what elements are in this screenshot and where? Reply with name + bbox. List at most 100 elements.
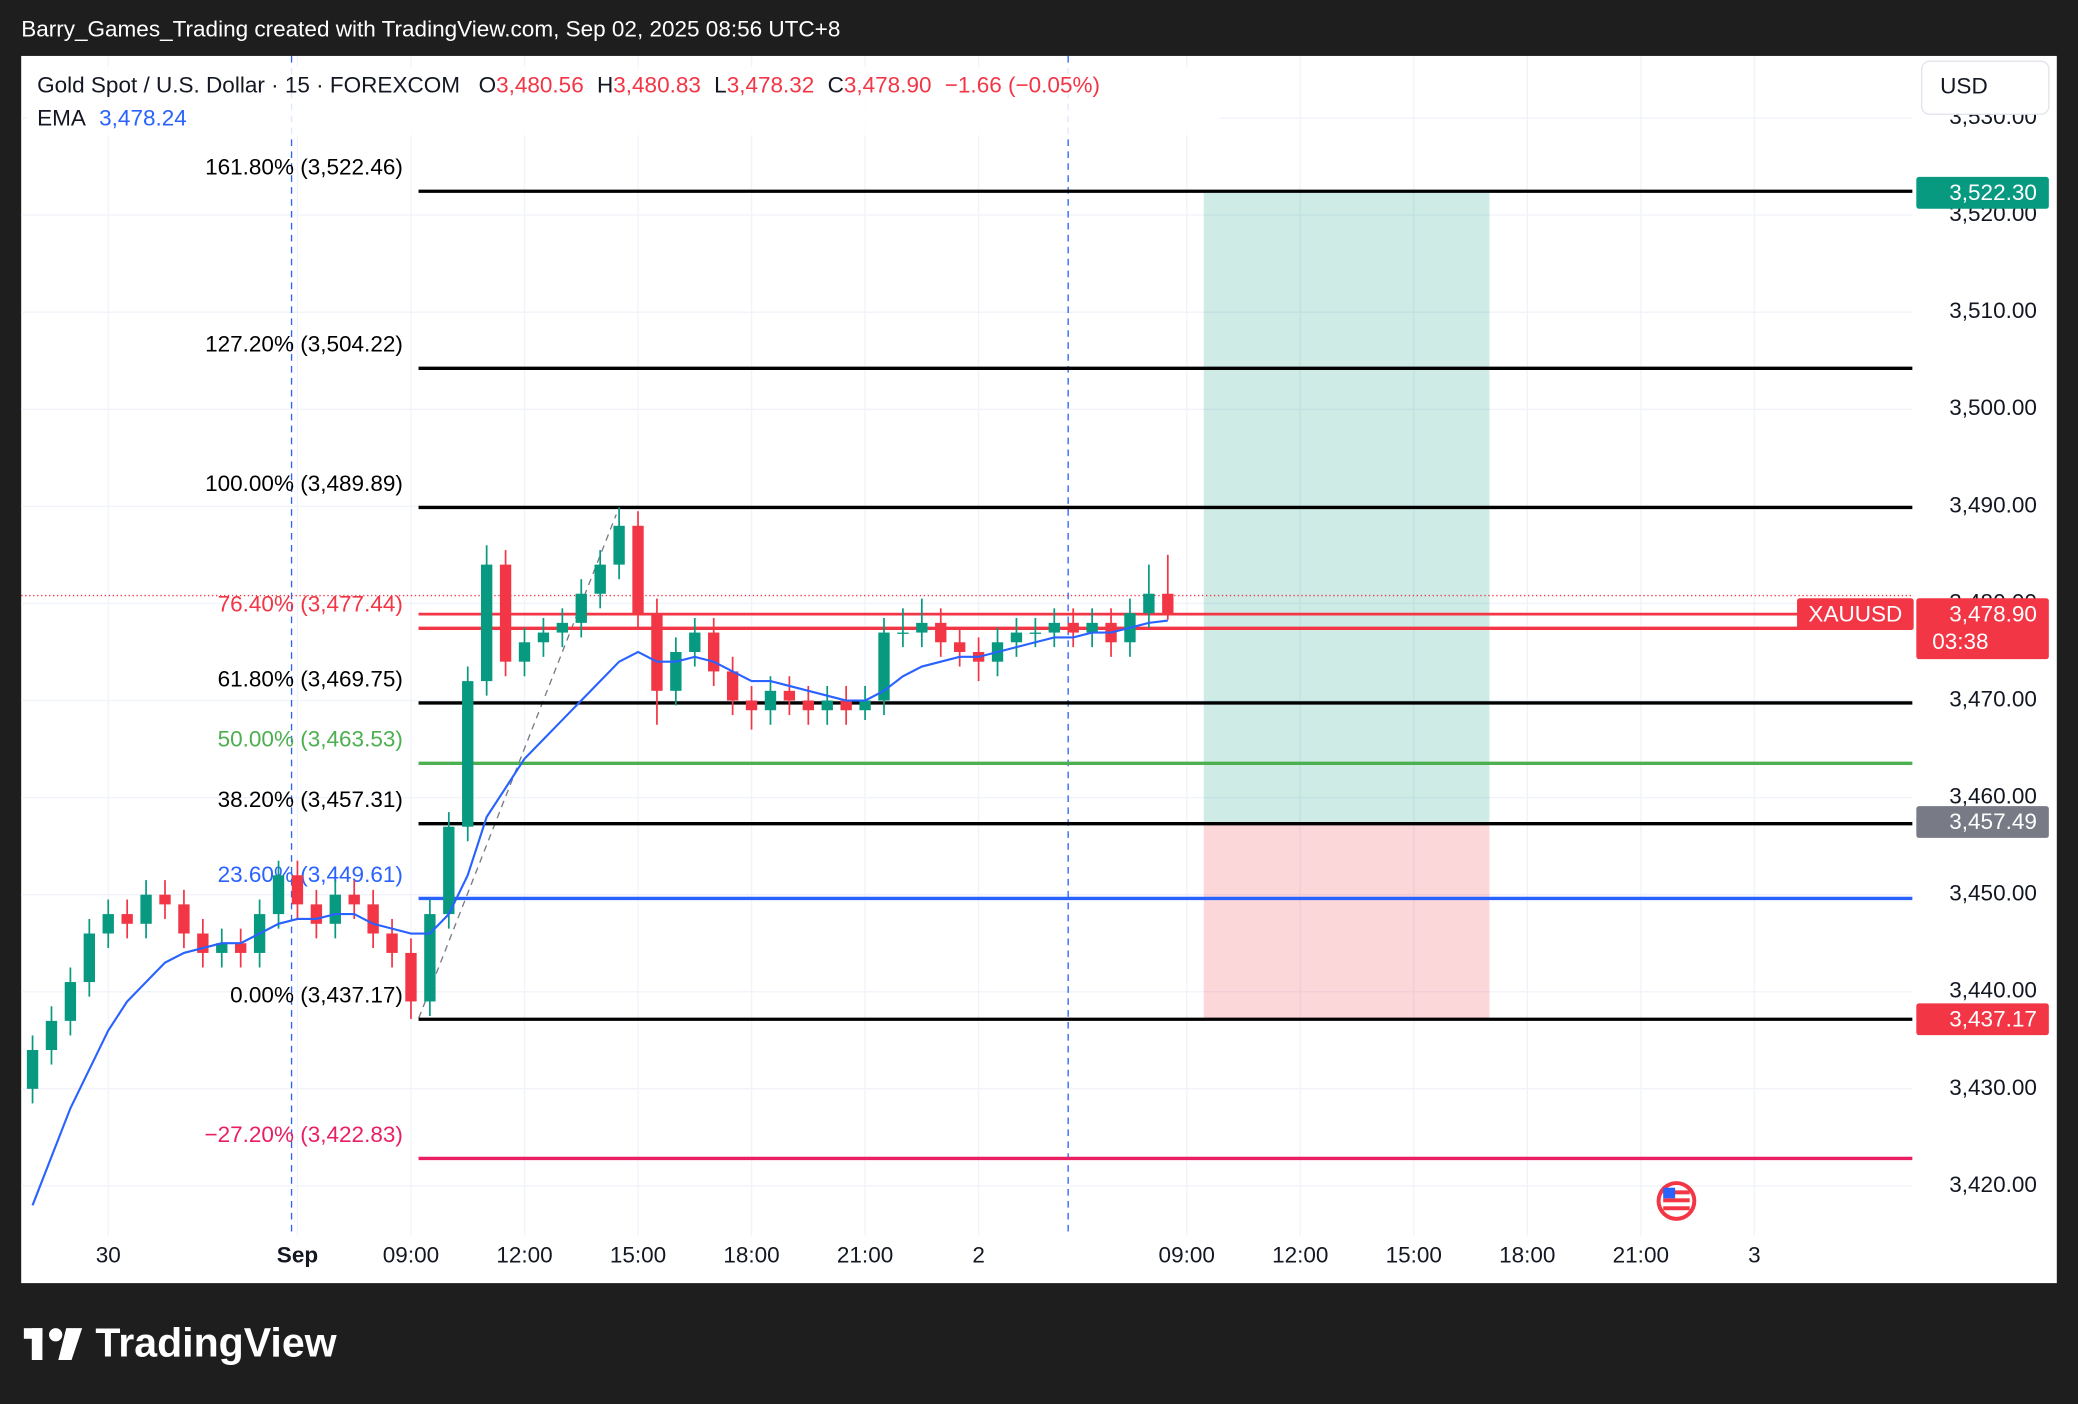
price-tag-label: 3,522.30 xyxy=(1949,180,2037,205)
candle-body xyxy=(386,933,398,953)
chart-panel xyxy=(21,55,2057,1284)
candle-body xyxy=(291,875,304,905)
candle-body xyxy=(348,894,360,905)
price-tag xyxy=(1916,1003,2049,1036)
y-tick-label: 3,440.00 xyxy=(1949,978,2037,1003)
change: −1.66 (−0.05%) xyxy=(945,72,1100,97)
candle-body xyxy=(26,1049,39,1089)
candle-body xyxy=(859,700,871,711)
fib-label: 23.60% (3,449.61) xyxy=(218,862,403,887)
candle-body xyxy=(670,651,682,691)
y-tick-label: 3,460.00 xyxy=(1949,784,2037,809)
x-tick-label: 12:00 xyxy=(496,1243,552,1268)
price-tag xyxy=(1916,806,2049,838)
candle-body xyxy=(537,632,550,643)
y-tick-label: 3,510.00 xyxy=(1949,298,2037,323)
candle-body xyxy=(405,952,417,1002)
candle-body xyxy=(1143,593,1155,614)
y-tick-label: 3,430.00 xyxy=(1949,1075,2037,1100)
candle-body xyxy=(821,700,833,711)
x-tick-label: 15:00 xyxy=(610,1243,666,1268)
candle-body xyxy=(1010,632,1023,643)
x-tick-label: 2 xyxy=(972,1243,985,1268)
candle-body xyxy=(102,914,114,934)
x-tick-label: 18:00 xyxy=(1499,1243,1555,1268)
candle-body xyxy=(878,632,890,701)
candle-body xyxy=(954,642,966,652)
candle-body xyxy=(140,894,152,924)
candle-body xyxy=(1067,622,1079,633)
logo-icon xyxy=(23,1328,83,1360)
ohlc-key: H xyxy=(597,72,613,97)
fib-label: 61.80% (3,469.75) xyxy=(218,666,403,691)
stop-zone xyxy=(1203,821,1490,1020)
current-price-tag xyxy=(1916,598,2049,660)
candle-body xyxy=(897,632,909,634)
candle-body xyxy=(424,914,436,1002)
candle-body xyxy=(1029,632,1042,634)
candle-body xyxy=(651,613,663,691)
candle-body xyxy=(443,826,455,915)
candle-body xyxy=(764,690,777,711)
symbol-tag xyxy=(1797,598,1914,631)
candle-body xyxy=(216,943,228,953)
x-tick-label: 21:00 xyxy=(1613,1243,1669,1268)
fib-label: 0.00% (3,437.17) xyxy=(230,983,403,1008)
candle-body xyxy=(64,982,77,1021)
current-price-label: 3,478.90 xyxy=(1949,601,2037,626)
candle-body xyxy=(575,593,587,623)
price-tag-label: 3,437.17 xyxy=(1949,1007,2037,1032)
currency-button[interactable] xyxy=(1920,60,2050,115)
candle-body xyxy=(499,564,512,662)
candle-body xyxy=(159,894,171,905)
ohlc-value: 3,480.83 xyxy=(613,72,701,97)
flag-icon xyxy=(1656,1181,1697,1221)
candle-body xyxy=(518,642,531,662)
x-tick-label: 21:00 xyxy=(837,1243,893,1268)
legend-bg xyxy=(26,66,1220,136)
candle-body xyxy=(197,933,209,953)
x-tick-label: 09:00 xyxy=(1159,1243,1215,1268)
candle-body xyxy=(632,525,644,614)
ohlc-key: O xyxy=(479,72,497,97)
x-tick-label: 09:00 xyxy=(383,1243,439,1268)
candle-body xyxy=(726,671,739,701)
ohlc-value: 3,478.90 xyxy=(844,72,932,97)
price-tag-label: 3,457.49 xyxy=(1949,809,2037,834)
candle-body xyxy=(45,1020,58,1050)
y-tick-label: 3,490.00 xyxy=(1949,492,2037,517)
ohlc-value: 3,480.56 xyxy=(496,72,584,97)
y-tick-label: 3,470.00 xyxy=(1949,686,2037,711)
ema-line xyxy=(31,619,1168,1206)
ohlc-key: C xyxy=(828,72,844,97)
candle-body xyxy=(462,681,474,827)
candle-body xyxy=(802,700,814,711)
candle-body xyxy=(745,700,758,711)
ema-value: 3,478.24 xyxy=(99,106,187,131)
y-tick-label: 3,450.00 xyxy=(1949,881,2037,906)
symbol-tag-label: XAUUSD xyxy=(1808,601,1902,626)
x-tick-label: 18:00 xyxy=(723,1243,779,1268)
currency-label: USD xyxy=(1940,74,1988,99)
candle-body xyxy=(310,904,323,924)
x-tick-label: 3 xyxy=(1748,1243,1761,1268)
candle-body xyxy=(613,525,625,565)
price-tag xyxy=(1916,176,2049,209)
fib-label: −27.20% (3,422.83) xyxy=(204,1122,402,1147)
fib-label: 127.20% (3,504.22) xyxy=(205,332,403,357)
candle-body xyxy=(1162,593,1174,615)
candle-body xyxy=(916,622,928,633)
x-tick-label: 30 xyxy=(96,1243,121,1268)
ema-name: EMA xyxy=(37,106,86,131)
candle-body xyxy=(83,933,95,983)
candle-body xyxy=(594,564,606,594)
candle-body xyxy=(840,700,852,711)
fib-label: 161.80% (3,522.46) xyxy=(205,155,403,180)
ohlc-key: L xyxy=(714,72,727,97)
countdown-label: 03:38 xyxy=(1932,629,1988,654)
candle-body xyxy=(783,690,796,701)
symbol-title: Gold Spot / U.S. Dollar · 15 · FOREXCOM xyxy=(37,72,460,97)
candle-body xyxy=(272,875,285,915)
